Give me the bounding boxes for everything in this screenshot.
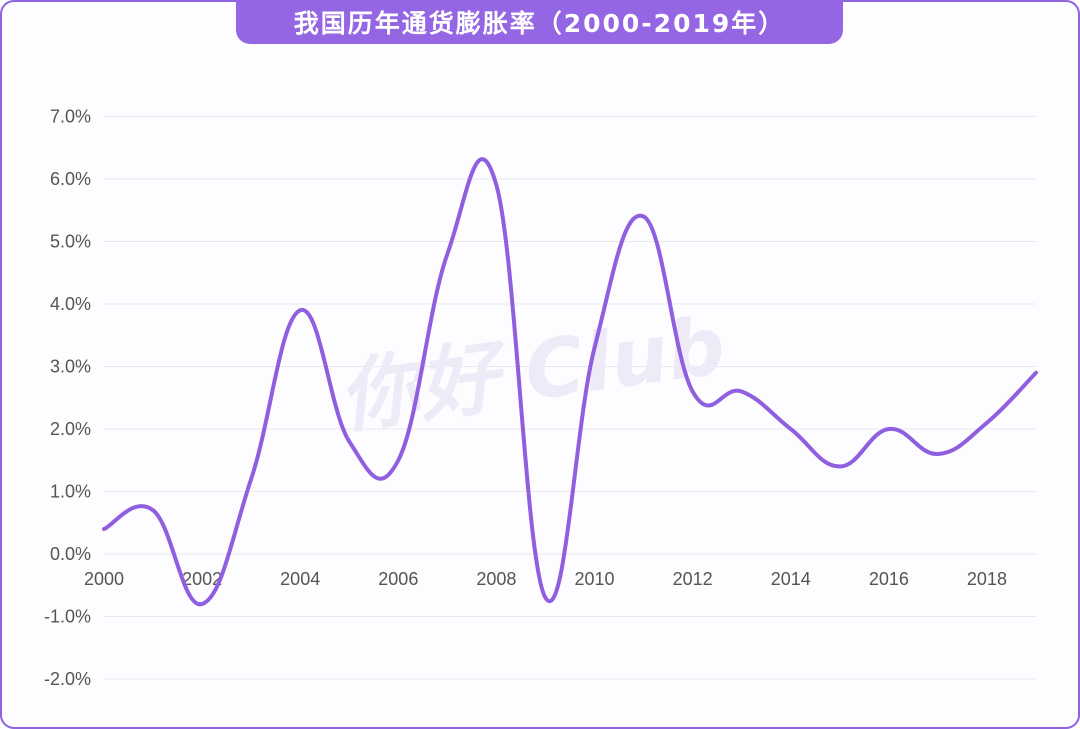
y-tick-label: -1.0%: [44, 607, 91, 627]
x-tick-label: 2018: [967, 569, 1007, 589]
x-tick-label: 2006: [378, 569, 418, 589]
x-tick-label: 2000: [84, 569, 124, 589]
x-tick-label: 2004: [280, 569, 320, 589]
chart-title: 我国历年通货膨胀率（2000-2019年）: [236, 0, 843, 44]
x-tick-label: 2012: [673, 569, 713, 589]
x-tick-label: 2016: [869, 569, 909, 589]
x-tick-label: 2008: [476, 569, 516, 589]
y-tick-label: 3.0%: [50, 357, 91, 377]
y-tick-label: 1.0%: [50, 482, 91, 502]
y-tick-label: 7.0%: [50, 107, 91, 127]
y-tick-label: -2.0%: [44, 669, 91, 689]
x-tick-label: 2002: [182, 569, 222, 589]
series-layer: [102, 157, 1038, 607]
series-line: [102, 157, 1038, 607]
x-axis-ticks: 2000 2002 2004 2006 2008 2010 2012 2014 2016 2018: [84, 569, 1007, 589]
x-tick-label: 2014: [771, 569, 811, 589]
grid-lines: [104, 116, 1036, 680]
y-tick-label: 6.0%: [50, 169, 91, 189]
y-tick-label: 0.0%: [50, 544, 91, 564]
y-axis-ticks: 7.0% 6.0% 5.0% 4.0% 3.0% 2.0% 1.0% 0.0% -1.0% -2.…: [44, 107, 91, 690]
y-tick-label: 2.0%: [50, 419, 91, 439]
watermark-text: 你好 Club: [333, 299, 730, 445]
y-tick-label: 5.0%: [50, 232, 91, 252]
y-tick-label: 4.0%: [50, 294, 91, 314]
x-tick-label: 2010: [575, 569, 615, 589]
